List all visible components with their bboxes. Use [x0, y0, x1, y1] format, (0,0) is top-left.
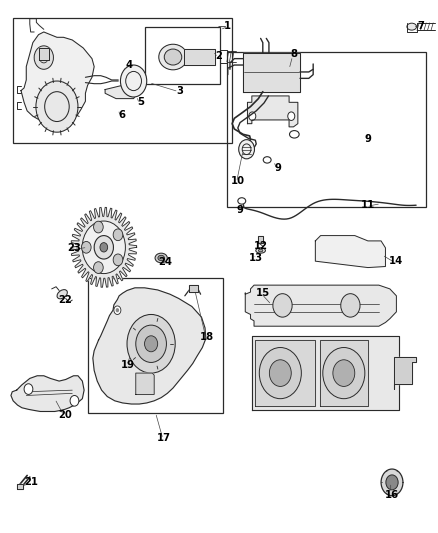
Circle shape [34, 46, 53, 69]
Polygon shape [315, 236, 385, 268]
Text: 18: 18 [200, 332, 214, 342]
Polygon shape [320, 340, 368, 406]
Polygon shape [71, 207, 137, 287]
Circle shape [288, 112, 295, 120]
Text: 2: 2 [215, 51, 223, 61]
Circle shape [81, 241, 91, 253]
Polygon shape [17, 484, 23, 489]
Text: 10: 10 [230, 176, 244, 186]
Ellipse shape [407, 23, 417, 30]
Polygon shape [93, 288, 206, 404]
Ellipse shape [159, 44, 187, 70]
Circle shape [136, 325, 166, 362]
Polygon shape [189, 285, 198, 292]
Polygon shape [247, 96, 298, 127]
Polygon shape [184, 49, 215, 65]
Circle shape [145, 336, 158, 352]
Circle shape [36, 81, 78, 132]
Circle shape [94, 262, 103, 273]
Text: 13: 13 [248, 253, 262, 263]
Circle shape [273, 294, 292, 317]
Text: 11: 11 [361, 200, 375, 210]
Text: 3: 3 [176, 86, 183, 95]
Bar [145, 27, 220, 84]
Circle shape [249, 112, 256, 120]
Text: 9: 9 [237, 205, 244, 215]
Circle shape [24, 384, 33, 394]
Text: 6: 6 [118, 110, 125, 120]
Polygon shape [394, 357, 416, 389]
Circle shape [100, 243, 108, 252]
Circle shape [127, 314, 175, 373]
Ellipse shape [164, 49, 182, 65]
Bar [227, 52, 426, 207]
Polygon shape [39, 48, 49, 60]
Polygon shape [21, 32, 94, 124]
Polygon shape [245, 285, 396, 326]
Polygon shape [11, 376, 84, 411]
Text: 7: 7 [417, 21, 424, 30]
Text: 24: 24 [159, 257, 173, 267]
Text: 9: 9 [364, 134, 371, 143]
Text: 9: 9 [275, 164, 282, 173]
Text: 19: 19 [121, 360, 135, 369]
Circle shape [333, 360, 355, 386]
Text: 8: 8 [290, 50, 297, 59]
Text: 5: 5 [138, 98, 145, 107]
Circle shape [269, 360, 291, 386]
Circle shape [94, 221, 103, 233]
Text: 14: 14 [389, 256, 403, 266]
Text: 15: 15 [256, 288, 270, 298]
Text: 4: 4 [126, 60, 133, 70]
Circle shape [341, 294, 360, 317]
Text: 12: 12 [254, 241, 268, 251]
Polygon shape [243, 53, 300, 92]
Polygon shape [136, 373, 154, 394]
Circle shape [82, 221, 125, 273]
Text: 21: 21 [25, 478, 39, 487]
Circle shape [386, 475, 398, 490]
Circle shape [94, 236, 113, 259]
Circle shape [120, 65, 147, 97]
Bar [13, 18, 232, 143]
Bar [88, 278, 223, 413]
Text: 22: 22 [58, 295, 72, 304]
Ellipse shape [158, 255, 164, 261]
Circle shape [239, 140, 254, 159]
Text: 17: 17 [157, 433, 171, 443]
Circle shape [323, 348, 365, 399]
Polygon shape [255, 340, 315, 406]
Circle shape [70, 395, 79, 406]
Ellipse shape [155, 253, 167, 263]
Ellipse shape [57, 289, 67, 299]
Circle shape [381, 469, 403, 496]
Circle shape [114, 306, 121, 314]
Text: 1: 1 [224, 21, 231, 30]
Circle shape [116, 308, 119, 312]
Polygon shape [258, 236, 263, 243]
Polygon shape [252, 336, 399, 410]
Ellipse shape [258, 249, 263, 252]
Ellipse shape [256, 248, 265, 253]
Text: 16: 16 [385, 490, 399, 499]
Circle shape [113, 229, 123, 240]
Text: 23: 23 [67, 244, 81, 253]
Circle shape [113, 254, 123, 266]
Circle shape [259, 348, 301, 399]
Polygon shape [105, 85, 138, 99]
Text: 20: 20 [58, 410, 72, 419]
